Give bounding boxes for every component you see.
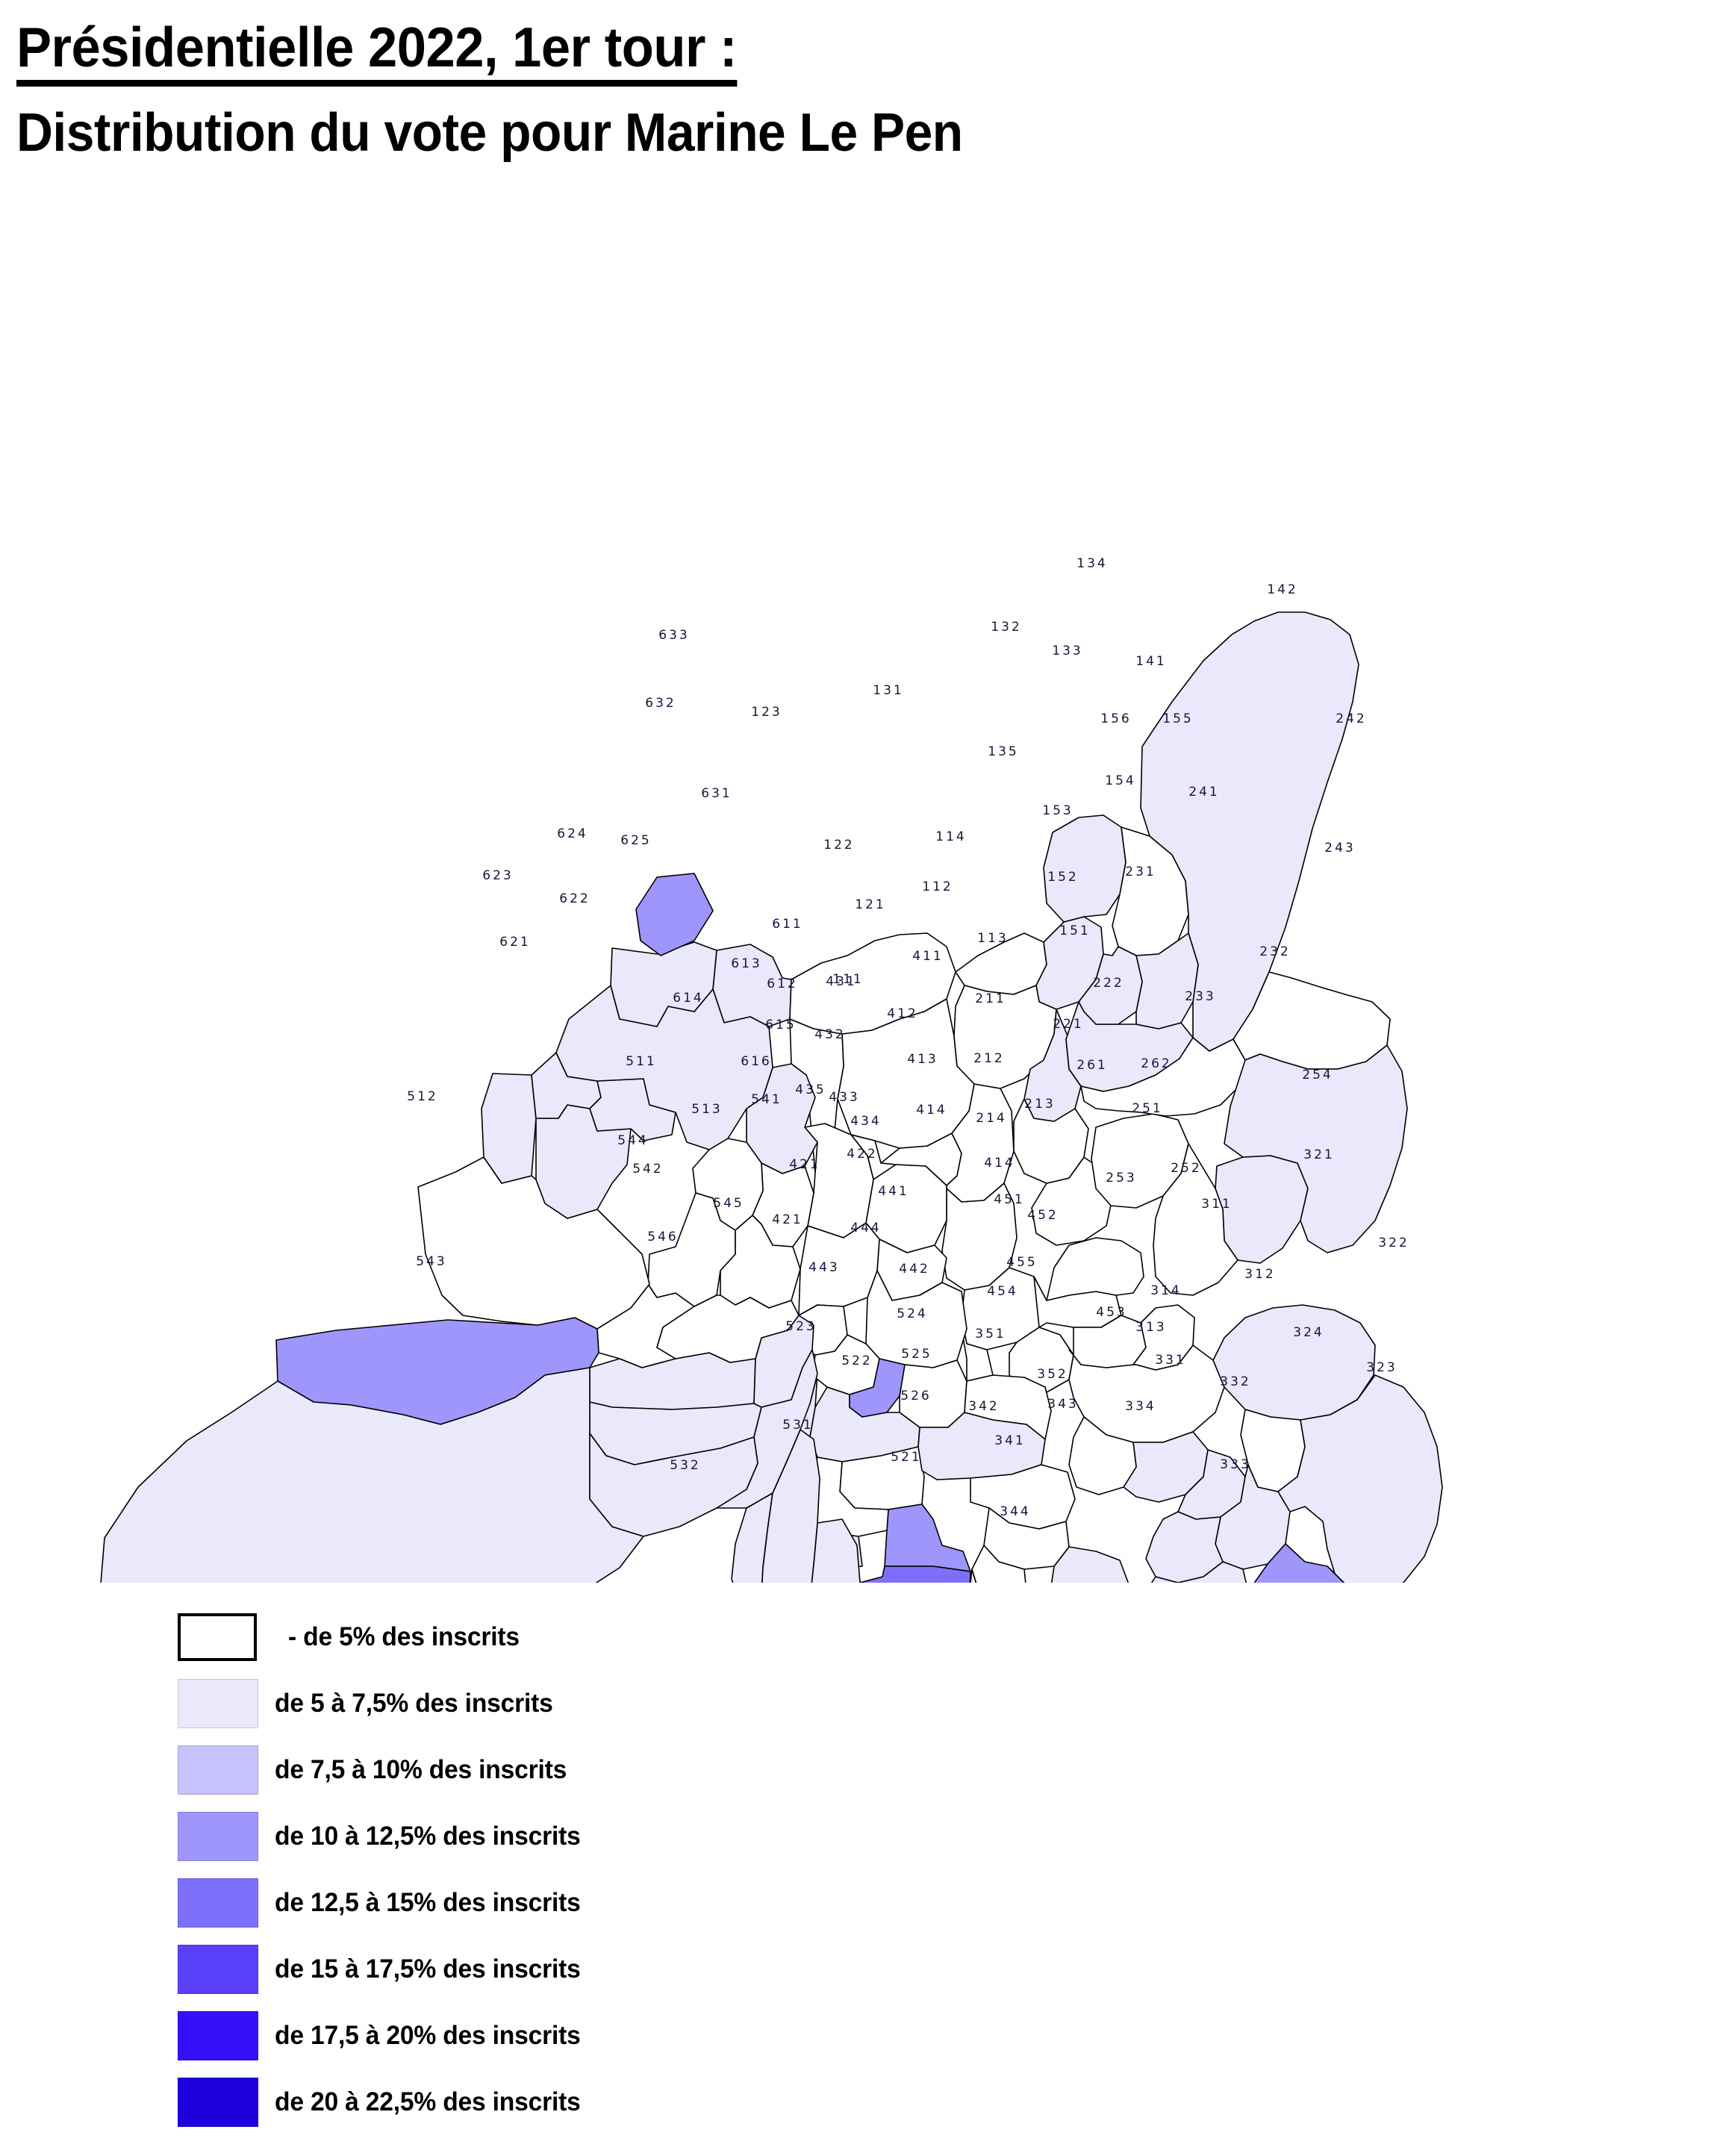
legend-label: de 5 à 7,5% des inscrits: [275, 1688, 553, 1718]
legend-label: de 10 à 12,5% des inscrits: [275, 1821, 581, 1851]
legend-label: - de 5% des inscrits: [288, 1621, 520, 1651]
map-region-633[interactable]: [636, 873, 713, 956]
map-svg[interactable]: 1111121131141211221231311321331341351411…: [0, 284, 1720, 1583]
legend: - de 5% des inscrits de 5 à 7,5% des insc…: [178, 1604, 1074, 2135]
map-region-434[interactable]: [850, 1359, 905, 1417]
map-region-label: 122: [823, 838, 854, 853]
map-region-label: 546: [647, 1230, 678, 1244]
map-region-label: 512: [407, 1089, 437, 1104]
map-region-label: 142: [1267, 582, 1297, 597]
map-region-label: 625: [620, 833, 651, 848]
map-region-222[interactable]: [1047, 1238, 1144, 1300]
legend-swatch: [178, 1678, 258, 1728]
map-region-213[interactable]: [1009, 1327, 1074, 1392]
choropleth-map[interactable]: 111 112 113 114 121 122 123 131 132 133 134 135 141 1…: [0, 284, 1720, 1583]
map-region-314[interactable]: [1146, 1512, 1223, 1583]
map-region-414[interactable]: [900, 1360, 967, 1427]
legend-row: de 20 à 22,5% des inscrits: [178, 2069, 1074, 2135]
map-region-label: 611: [772, 917, 803, 932]
page-title: Présidentielle 2022, 1er tour : Distribu…: [16, 19, 1584, 160]
map-region-label: 112: [922, 879, 953, 894]
map-region-label: 631: [701, 786, 732, 801]
map-region-123[interactable]: [713, 944, 791, 1026]
legend-swatch: [178, 1811, 258, 1861]
map-region-label: 322: [1378, 1236, 1409, 1250]
map-region-233[interactable]: [1153, 1144, 1238, 1295]
map-region-142[interactable]: [1141, 612, 1359, 1051]
legend-row: de 10 à 12,5% des inscrits: [178, 1803, 1074, 1869]
map-region-134[interactable]: [1044, 815, 1126, 922]
map-region-label: 633: [658, 628, 689, 643]
map-region-546[interactable]: [590, 1433, 758, 1536]
legend-row: - de 5% des inscrits: [178, 1604, 1074, 1670]
map-region-label: 621: [499, 935, 530, 950]
map-region-131[interactable]: [790, 933, 956, 1034]
map-region-label: 131: [873, 683, 903, 698]
map-region-label: 312: [1244, 1267, 1275, 1282]
map-region-label: 542: [632, 1162, 663, 1177]
map-region-621[interactable]: [418, 1157, 649, 1329]
map-region-label: 134: [1076, 556, 1107, 571]
map-region-156[interactable]: [1079, 947, 1142, 1024]
map-region-253[interactable]: [1069, 1417, 1136, 1495]
legend-label: de 15 à 17,5% des inscrits: [275, 1954, 581, 1984]
legend-swatch: [178, 1878, 258, 1928]
map-region-label: 632: [645, 696, 676, 711]
map-region-455[interactable]: [984, 1508, 1069, 1569]
legend-label: de 20 à 22,5% des inscrits: [275, 2087, 581, 2116]
map-region-442[interactable]: [885, 1504, 970, 1571]
map-region-label: 133: [1052, 644, 1082, 658]
map-region-524[interactable]: [859, 1566, 970, 1583]
map-region-313[interactable]: [1094, 1562, 1248, 1583]
legend-label: de 12,5 à 15% des inscrits: [275, 1887, 581, 1917]
map-region-523[interactable]: [760, 1430, 820, 1583]
legend-swatch: [178, 2077, 258, 2127]
map-region-623[interactable]: [482, 1074, 536, 1183]
map-region-label: 156: [1100, 711, 1131, 726]
map-region-label: 154: [1105, 773, 1135, 788]
map-region-432[interactable]: [799, 1223, 879, 1315]
map-region-262[interactable]: [1133, 1305, 1194, 1370]
map-region-label: 114: [935, 829, 966, 844]
title-line-2: Distribution du vote pour Marine Le Pen: [16, 103, 963, 163]
map-regions[interactable]: [99, 612, 1442, 1583]
legend-swatch: [178, 2010, 258, 2060]
legend-swatch: [178, 1745, 258, 1795]
legend-label: de 7,5 à 10% des inscrits: [275, 1754, 567, 1784]
legend-row: de 17,5 à 20% des inscrits: [178, 2002, 1074, 2069]
map-region-label: 135: [988, 744, 1018, 759]
map-region-453[interactable]: [1051, 1547, 1129, 1583]
map-region-label: 624: [557, 826, 588, 841]
legend-swatch: [178, 1613, 257, 1661]
legend-swatch: [178, 1944, 258, 1994]
map-region-label: 123: [751, 705, 782, 720]
map-region-324[interactable]: [1241, 1544, 1353, 1583]
map-region-label: 132: [991, 620, 1021, 635]
map-region-label: 141: [1135, 654, 1166, 669]
map-region-label: 243: [1324, 841, 1355, 856]
title-line-1: Présidentielle 2022, 1er tour :: [16, 19, 738, 87]
map-region-label: 121: [855, 897, 885, 912]
map-region-label: 153: [1042, 803, 1073, 818]
map-region-243[interactable]: [1224, 1045, 1407, 1253]
legend-label: de 17,5 à 20% des inscrits: [275, 2020, 581, 2050]
legend-row: de 5 à 7,5% des inscrits: [178, 1670, 1074, 1736]
map-region-label: 622: [559, 891, 590, 906]
map-region-132[interactable]: [956, 933, 1047, 994]
map-region-label: 623: [482, 868, 513, 883]
legend-row: de 12,5 à 15% des inscrits: [178, 1869, 1074, 1936]
legend-row: de 7,5 à 10% des inscrits: [178, 1736, 1074, 1803]
legend-row: de 15 à 17,5% des inscrits: [178, 1936, 1074, 2002]
map-region-616[interactable]: [657, 1295, 799, 1362]
map-region-322[interactable]: [1278, 1375, 1442, 1583]
